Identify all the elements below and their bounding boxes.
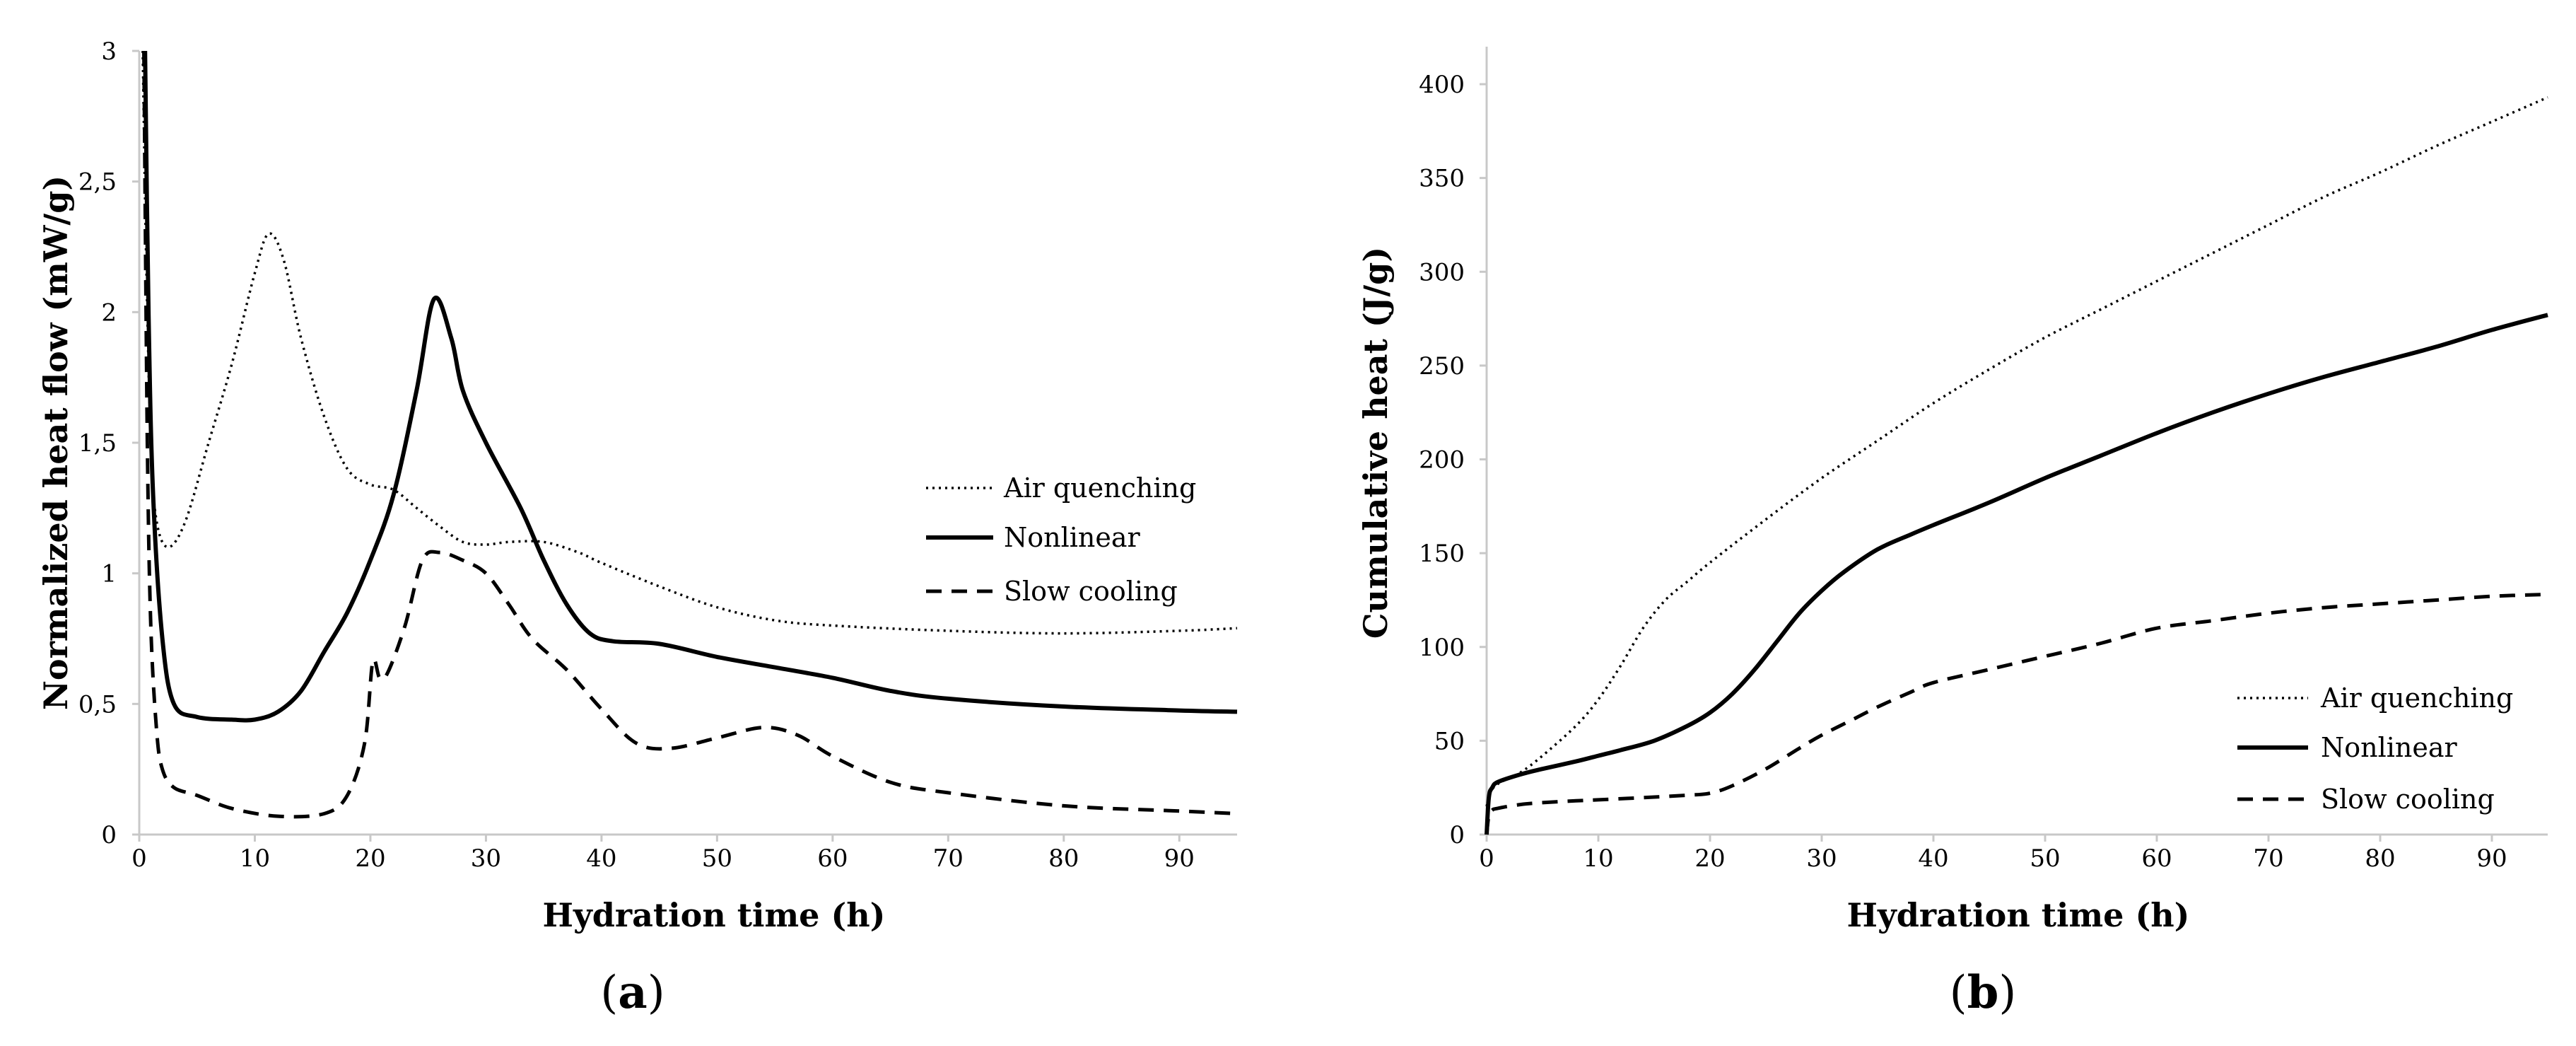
x-tick-label: 80 — [2365, 844, 2395, 873]
panel-label-b: (b) — [1950, 966, 2017, 1019]
x-tick-label: 60 — [817, 844, 848, 873]
legend-label: Slow cooling — [2321, 784, 2495, 815]
chart-panel-b: 0 50 100 150 200 250 300 350 400 0 10 20 30 40 50 60 70… — [1357, 47, 2548, 1019]
y-tick-label: 0 — [101, 821, 117, 849]
y-tick-label: 1 — [101, 560, 117, 588]
panel-label-a: (a) — [600, 966, 665, 1019]
x-tick-label: 10 — [1583, 844, 1613, 873]
y-tick-label: 350 — [1419, 165, 1465, 193]
y-tick-labels-a: 0 0,5 1 1,5 2 2,5 3 — [78, 37, 139, 849]
series-group-a — [141, 50, 1238, 819]
x-tick-label: 30 — [1806, 844, 1837, 873]
x-tick-label: 60 — [2141, 844, 2172, 873]
series-line-nonlinear — [1485, 313, 2548, 835]
x-tick-label: 50 — [702, 844, 732, 873]
y-tick-label: 250 — [1419, 352, 1465, 380]
x-tick-label: 0 — [1479, 844, 1494, 873]
y-tick-label: 400 — [1419, 71, 1465, 99]
series-line-slow-cooling — [142, 50, 1238, 819]
y-tick-label: 2,5 — [78, 168, 117, 197]
x-tick-label: 20 — [1694, 844, 1725, 873]
legend-item-slow-cooling: Slow cooling — [926, 576, 1178, 607]
series-line-slow-cooling — [1485, 593, 2548, 835]
legend-a: Air quenching Nonlinear Slow cooling — [926, 472, 1196, 607]
series-group-b — [1485, 95, 2548, 835]
x-tick-labels-b: 0 10 20 30 40 50 60 70 80 90 — [1479, 835, 2507, 873]
x-axis-title-b: Hydration time (h) — [1847, 896, 2190, 934]
legend-label: Air quenching — [1003, 472, 1196, 504]
x-tick-label: 0 — [131, 844, 147, 873]
x-tick-labels-a: 0 10 20 30 40 50 60 70 80 90 — [131, 835, 1195, 873]
x-tick-label: 10 — [240, 844, 270, 873]
y-tick-label: 150 — [1419, 540, 1465, 568]
y-tick-label: 2 — [101, 298, 117, 327]
x-tick-label: 80 — [1048, 844, 1079, 873]
x-axis-title-a: Hydration time (h) — [543, 896, 886, 934]
y-tick-label: 0 — [1449, 821, 1465, 849]
chart-panel-a: 0 0,5 1 1,5 2 2,5 3 0 10 20 30 40 50 60 70 80 90 Hydrat… — [37, 37, 1238, 1019]
x-tick-label: 90 — [1164, 844, 1195, 873]
legend-b: Air quenching Nonlinear Slow cooling — [2237, 682, 2513, 815]
x-tick-label: 70 — [2253, 844, 2283, 873]
y-tick-label: 1,5 — [78, 429, 117, 458]
legend-item-nonlinear: Nonlinear — [926, 522, 1141, 553]
y-tick-label: 50 — [1434, 727, 1465, 755]
y-tick-labels-b: 0 50 100 150 200 250 300 350 400 — [1419, 71, 1487, 849]
legend-item-nonlinear: Nonlinear — [2237, 732, 2458, 763]
legend-label: Slow cooling — [1004, 576, 1178, 607]
legend-item-air-quenching: Air quenching — [2237, 682, 2513, 714]
y-tick-label: 100 — [1419, 634, 1465, 662]
legend-label: Nonlinear — [1004, 522, 1141, 553]
y-tick-label: 0,5 — [78, 690, 117, 719]
series-line-nonlinear — [143, 50, 1238, 723]
legend-label: Air quenching — [2320, 682, 2513, 714]
y-axis-title-a: Normalized heat flow (mW/g) — [37, 175, 75, 710]
legend-item-slow-cooling: Slow cooling — [2237, 784, 2495, 815]
y-tick-label: 200 — [1419, 446, 1465, 475]
legend-label: Nonlinear — [2321, 732, 2458, 763]
x-tick-label: 40 — [1918, 844, 1948, 873]
y-tick-label: 3 — [101, 37, 117, 66]
x-tick-label: 90 — [2476, 844, 2507, 873]
y-axis-title-b: Cumulative heat (J/g) — [1357, 247, 1395, 639]
x-tick-label: 20 — [355, 844, 385, 873]
x-tick-label: 40 — [586, 844, 616, 873]
y-tick-label: 300 — [1419, 258, 1465, 286]
x-tick-label: 70 — [933, 844, 964, 873]
legend-item-air-quenching: Air quenching — [926, 472, 1196, 504]
x-tick-label: 50 — [2030, 844, 2060, 873]
x-tick-label: 30 — [471, 844, 501, 873]
